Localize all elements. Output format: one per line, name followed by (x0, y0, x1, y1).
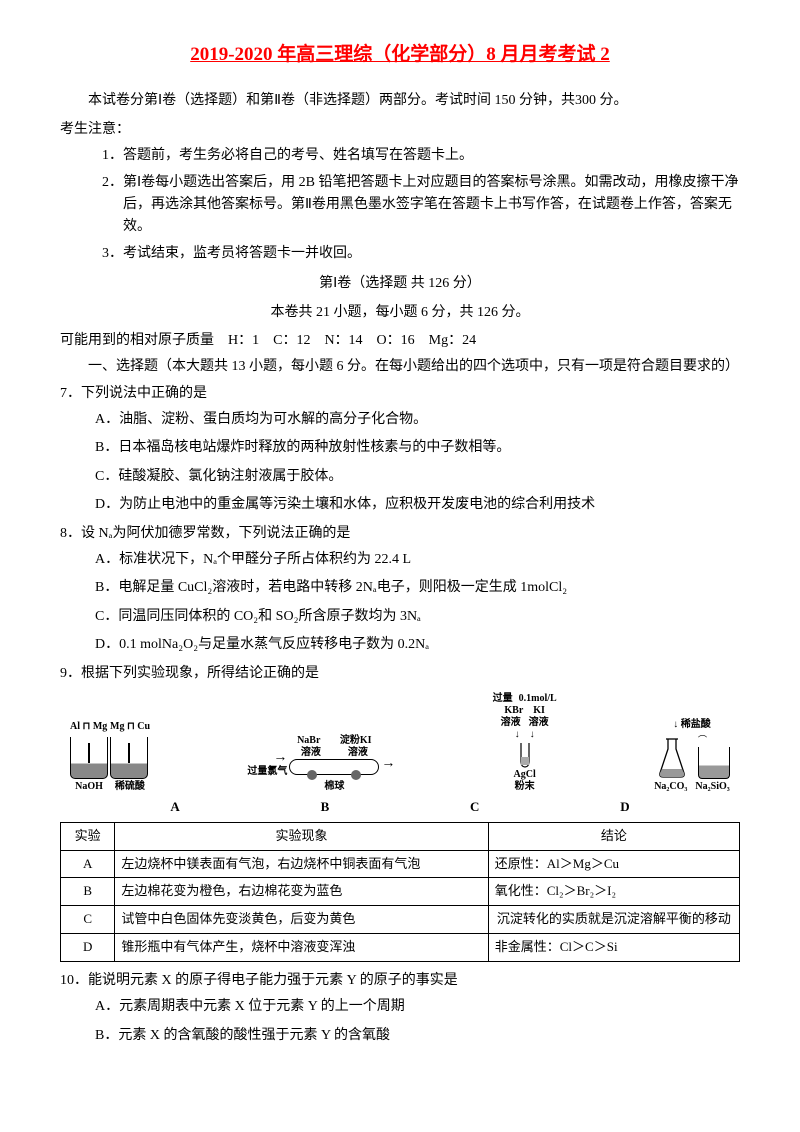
diagram-labels: A B C D (60, 797, 740, 818)
label-naoh: NaOH (75, 781, 103, 793)
question-9: 9．根据下列实验现象，所得结论正确的是 (60, 663, 740, 685)
question-10: 10．能说明元素 X 的原子得电子能力强于元素 Y 的原子的事实是 (60, 970, 740, 992)
diagram-a: Al ⊓ Mg Mg ⊓ Cu NaOH 稀硫酸 (70, 719, 150, 793)
option-8b: B．电解足量 CuCl₂溶液时，若电路中转移 2Nₐ电子，则阳极一定生成 1mo… (60, 577, 740, 599)
beaker-icon (698, 747, 730, 779)
label-ki-starch: 淀粉KI (340, 735, 372, 747)
diagram-c: 过量 0.1mol/L KBr KI 溶液 溶液 ↓ ↓ AgCl 粉末 (493, 693, 557, 793)
table-cell: C (61, 906, 115, 934)
part1-title: 第Ⅰ卷（选择题 共 126 分） (60, 273, 740, 295)
label-powder: 粉末 (515, 781, 535, 793)
table-cell: 氧化性：Cl₂＞Br₂＞I₂ (488, 878, 739, 906)
beaker-icon (70, 737, 108, 779)
exam-intro: 本试卷分第Ⅰ卷（选择题）和第Ⅱ卷（非选择题）两部分。考试时间 150 分钟，共3… (60, 90, 740, 112)
label-solution: 溶液 (501, 717, 521, 729)
label-na2co3: Na₂CO₃ (654, 781, 687, 793)
diagram-b: → 过量氯气 NaBr 淀粉KI 溶液 溶液 棉球 → (247, 735, 395, 793)
table-cell: 还原性：Al＞Mg＞Cu (488, 850, 739, 878)
table-cell: B (61, 878, 115, 906)
label-nabr: NaBr (297, 735, 320, 747)
label-agcl: AgCl (514, 769, 536, 780)
instruction-item: 1．答题前，考生务必将自己的考号、姓名填写在答题卡上。 (102, 145, 740, 167)
option-8a: A．标准状况下，Nₐ个甲醛分子所占体积约为 22.4 L (60, 549, 740, 571)
option-8d: D．0.1 molNa₂O₂与足量水蒸气反应转移电子数为 0.2Nₐ (60, 634, 740, 656)
table-row: C 试管中白色固体先变淡黄色，后变为黄色 沉淀转化的实质就是沉淀溶解平衡的移动 (61, 906, 740, 934)
question-8: 8．设 Nₐ为阿伏加德罗常数，下列说法正确的是 (60, 523, 740, 545)
label-al: Al (70, 721, 80, 732)
label-dilute-hcl: 稀盐酸 (681, 719, 711, 730)
label-solution: 溶液 (348, 747, 368, 759)
table-header: 实验现象 (115, 822, 488, 850)
instruction-item: 3．考试结束，监考员将答题卡一并收回。 (102, 243, 740, 265)
option-7a: A．油脂、淀粉、蛋白质均为可水解的高分子化合物。 (60, 409, 740, 431)
diagram-label-b: B (321, 797, 330, 818)
table-row: A 左边烧杯中镁表面有气泡，右边烧杯中铜表面有气泡 还原性：Al＞Mg＞Cu (61, 850, 740, 878)
label-conc: 0.1mol/L (519, 693, 557, 705)
tube-icon (289, 759, 379, 775)
label-excess-cl2: 过量氯气 (247, 766, 287, 777)
label-ki: KI (533, 705, 545, 717)
table-cell: 左边烧杯中镁表面有气泡，右边烧杯中铜表面有气泡 (115, 850, 488, 878)
label-solution: 溶液 (301, 747, 321, 759)
part1-subtitle: 本卷共 21 小题，每小题 6 分，共 126 分。 (60, 302, 740, 324)
option-10b: B．元素 X 的含氧酸的酸性强于元素 Y 的含氧酸 (60, 1025, 740, 1047)
table-cell: 左边棉花变为橙色，右边棉花变为蓝色 (115, 878, 488, 906)
diagram-label-a: A (170, 797, 179, 818)
table-header: 实验 (61, 822, 115, 850)
label-solution: 溶液 (529, 717, 549, 729)
question-7: 7．下列说法中正确的是 (60, 383, 740, 405)
diagram-label-c: C (470, 797, 479, 818)
label-dilute-h2so4: 稀硫酸 (115, 781, 145, 793)
table-header-row: 实验 实验现象 结论 (61, 822, 740, 850)
label-mg-1: Mg (93, 721, 107, 732)
arrow-icon: → (381, 753, 395, 775)
beaker-icon (110, 737, 148, 779)
table-cell: 非金属性：Cl＞C＞Si (488, 933, 739, 961)
label-mg-2: Mg (110, 721, 124, 732)
table-row: D 锥形瓶中有气体产生，烧杯中溶液变浑浊 非金属性：Cl＞C＞Si (61, 933, 740, 961)
option-8c: C．同温同压同体积的 CO₂和 SO₂所含原子数均为 3Nₐ (60, 606, 740, 628)
arrow-icon: → (273, 750, 287, 765)
table-cell: 试管中白色固体先变淡黄色，后变为黄色 (115, 906, 488, 934)
option-7d: D．为防止电池中的重金属等污染土壤和水体，应积极开发废电池的综合利用技术 (60, 494, 740, 516)
conical-flask-icon (654, 735, 690, 779)
experiment-diagrams: Al ⊓ Mg Mg ⊓ Cu NaOH 稀硫酸 → 过量氯气 NaBr 淀粉KI… (60, 693, 740, 793)
notice-label: 考生注意： (60, 119, 740, 141)
option-7c: C．硅酸凝胶、氯化钠注射液属于胶体。 (60, 466, 740, 488)
instruction-item: 2．第Ⅰ卷每小题选出答案后，用 2B 铅笔把答题卡上对应题目的答案标号涂黑。如需… (102, 172, 740, 239)
table-cell: 锥形瓶中有气体产生，烧杯中溶液变浑浊 (115, 933, 488, 961)
label-cu: Cu (137, 721, 150, 732)
table-header: 结论 (488, 822, 739, 850)
experiment-table: 实验 实验现象 结论 A 左边烧杯中镁表面有气泡，右边烧杯中铜表面有气泡 还原性… (60, 822, 740, 962)
diagram-d: ↓ 稀盐酸 ⌒ Na₂CO₃ Na₂SiO₃ (654, 719, 730, 793)
table-cell: D (61, 933, 115, 961)
instruction-list: 1．答题前，考生务必将自己的考号、姓名填写在答题卡上。 2．第Ⅰ卷每小题选出答案… (60, 145, 740, 265)
label-excess: 过量 (493, 693, 513, 705)
table-cell: A (61, 850, 115, 878)
section-1-header: 一、选择题（本大题共 13 小题，每小题 6 分。在每小题给出的四个选项中，只有… (88, 356, 740, 378)
diagram-label-d: D (620, 797, 629, 818)
table-cell: 沉淀转化的实质就是沉淀溶解平衡的移动 (488, 906, 739, 934)
test-tube-icon (513, 741, 537, 769)
atomic-mass-ref: 可能用到的相对原子质量 H：1 C：12 N：14 O：16 Mg：24 (60, 330, 740, 352)
label-na2sio3: Na₂SiO₃ (695, 781, 729, 793)
exam-title: 2019-2020 年高三理综（化学部分）8 月月考考试 2 (60, 40, 740, 70)
table-row: B 左边棉花变为橙色，右边棉花变为蓝色 氧化性：Cl₂＞Br₂＞I₂ (61, 878, 740, 906)
label-cotton: 棉球 (287, 781, 381, 793)
label-kbr: KBr (504, 705, 523, 717)
option-10a: A．元素周期表中元素 X 位于元素 Y 的上一个周期 (60, 996, 740, 1018)
option-7b: B．日本福岛核电站爆炸时释放的两种放射性核素与的中子数相等。 (60, 437, 740, 459)
